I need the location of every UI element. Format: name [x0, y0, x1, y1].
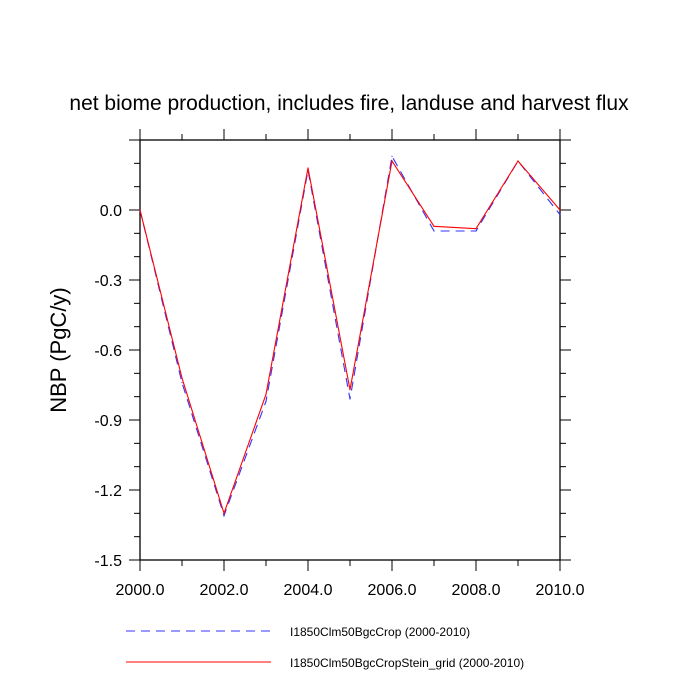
legend-label-2: I1850Clm50BgcCropStein_grid (2000-2010)	[290, 656, 524, 670]
data-point	[391, 155, 393, 157]
data-point	[265, 393, 267, 395]
data-point	[433, 230, 435, 232]
series-line-1	[139, 154, 561, 518]
x-tick-label: 2008.0	[452, 582, 501, 599]
data-point	[433, 225, 435, 227]
data-point	[307, 167, 309, 169]
x-tick-label: 2004.0	[284, 582, 333, 599]
data-point	[349, 389, 351, 391]
data-point	[475, 228, 477, 230]
chart-title: net biome production, includes fire, lan…	[69, 92, 629, 115]
data-point	[181, 382, 183, 384]
y-axis-title: NBP (PgC/y)	[46, 287, 71, 413]
plot-area: 2000.0 2002.0 2004.0 2006.0 2008.0 2010.0 0.0 -…	[94, 129, 585, 599]
data-point	[559, 209, 561, 211]
data-point	[475, 230, 477, 232]
legend-label-1: I1850Clm50BgcCrop (2000-2010)	[290, 625, 470, 639]
x-tick-label: 2002.0	[200, 582, 249, 599]
data-point	[559, 214, 561, 216]
y-tick-label: -1.2	[94, 483, 122, 500]
data-point	[265, 400, 267, 402]
legend: I1850Clm50BgcCrop (2000-2010) I1850Clm50B…	[126, 625, 524, 670]
data-point	[181, 377, 183, 379]
x-tick-label: 2006.0	[368, 582, 417, 599]
y-tick-label: -1.5	[94, 553, 122, 570]
data-point	[139, 209, 141, 211]
data-point	[349, 398, 351, 400]
plot-frame	[139, 139, 561, 561]
data-point	[517, 160, 519, 162]
data-point	[223, 515, 225, 517]
y-tick-label: 0.0	[100, 203, 122, 220]
y-tick-label: -0.9	[94, 413, 122, 430]
data-point	[223, 512, 225, 514]
y-tick-label: -0.6	[94, 343, 122, 360]
y-tick-label: -0.3	[94, 273, 122, 290]
x-tick-label: 2000.0	[116, 582, 165, 599]
x-tick-label: 2010.0	[536, 582, 585, 599]
data-point	[391, 160, 393, 162]
series-line-2	[139, 159, 561, 516]
